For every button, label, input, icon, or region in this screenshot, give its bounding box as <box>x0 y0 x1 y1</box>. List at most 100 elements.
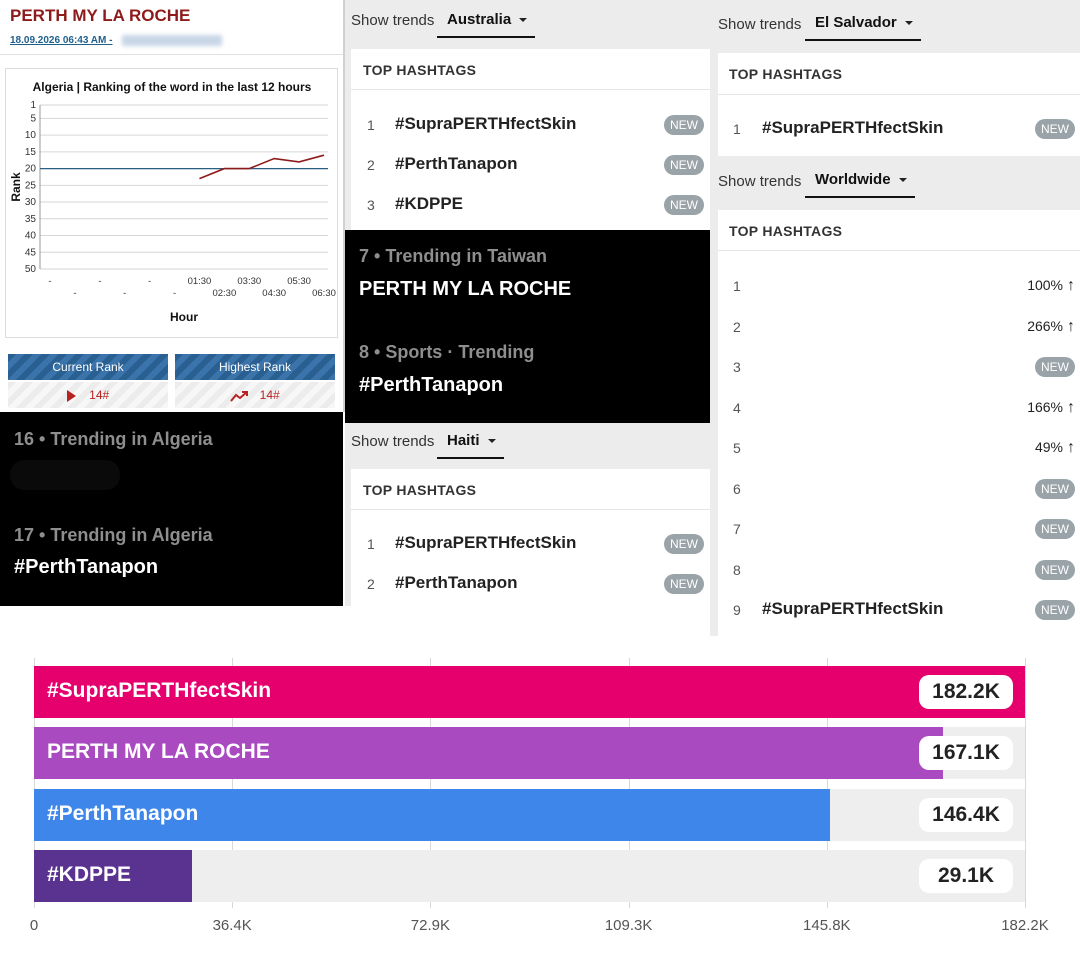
row-hashtag[interactable]: #SupraPERTHfectSkin <box>395 533 577 552</box>
trending-item-main[interactable]: PERTH MY LA ROCHE <box>359 278 572 300</box>
new-badge: NEW <box>1035 519 1075 539</box>
hashtag-row[interactable]: 4 166% ↑ <box>718 393 1080 423</box>
bar-category-label: #SupraPERTHfectSkin <box>47 679 272 702</box>
highest-rank-value: 14# <box>259 388 280 402</box>
percent-value: 166% <box>1027 398 1063 415</box>
bar[interactable] <box>34 850 193 902</box>
highest-rank-value-box: 14# <box>175 382 335 408</box>
x-tick-label: 0 <box>29 917 39 934</box>
hashtag-row[interactable]: 2 #PerthTanapon NEW <box>351 569 710 599</box>
x-gridline <box>1025 658 1026 908</box>
new-badge: NEW <box>664 534 704 554</box>
new-badge: NEW <box>1035 559 1075 580</box>
show-trends-label: Show trends <box>718 173 802 190</box>
row-rank: 1 <box>367 117 375 133</box>
current-rank-button[interactable]: Current Rank <box>8 354 168 380</box>
percent-value: 266% <box>1027 317 1063 334</box>
x-tick-label: 06:30 <box>312 288 336 299</box>
row-hashtag[interactable]: #PerthTanapon <box>395 573 518 592</box>
y-tick-label: 50 <box>25 264 37 275</box>
bar[interactable] <box>34 789 831 841</box>
arrow-up-icon: ↑ <box>1067 398 1075 416</box>
y-tick-label: 10 <box>25 130 37 141</box>
highest-rank-button[interactable]: Highest Rank <box>175 354 335 380</box>
new-badge: NEW <box>1035 119 1075 139</box>
growth-percent: 266% ↑ <box>1027 318 1075 336</box>
x-tick-label: - <box>48 276 51 287</box>
trending-item-main[interactable]: #PerthTanapon <box>14 556 159 578</box>
divider <box>718 250 1080 251</box>
y-tick-label: 45 <box>25 247 37 258</box>
divider <box>351 89 710 90</box>
haiti-hashtag-card: TOP HASHTAGS 1 #SupraPERTHfectSkin NEW 2 #Pe… <box>351 469 710 606</box>
hashtag-row[interactable]: 5 49% ↑ <box>718 433 1080 463</box>
hashtag-row[interactable]: 8 NEW <box>718 555 1080 585</box>
country-select-value: El Salvador <box>815 14 897 31</box>
row-rank: 1 <box>367 536 375 552</box>
new-badge: NEW <box>1035 357 1075 377</box>
trending-up-icon <box>230 390 249 402</box>
y-axis-label: Rank <box>9 172 23 202</box>
date-link[interactable]: 18.09.2026 06:43 AM - <box>10 35 113 46</box>
y-tick-label: 1 <box>30 100 36 111</box>
x-tick-label: - <box>73 288 76 299</box>
show-trends-label: Show trends <box>351 433 435 450</box>
x-tick-label: 182.2K <box>1001 917 1049 934</box>
x-gridline <box>232 658 234 908</box>
new-badge: NEW <box>664 195 704 215</box>
bar-category-label: #KDPPE <box>47 863 132 886</box>
top-hashtags-header: TOP HASHTAGS <box>729 223 843 239</box>
row-hashtag[interactable]: #SupraPERTHfectSkin <box>762 118 944 137</box>
row-hashtag[interactable]: #SupraPERTHfectSkin <box>395 114 577 133</box>
bar[interactable] <box>34 666 1025 718</box>
x-gridline <box>430 658 432 908</box>
x-tick-label: 36.4K <box>212 917 252 934</box>
hashtag-row[interactable]: 3 #KDPPE NEW <box>351 190 710 220</box>
row-hashtag[interactable]: #PerthTanapon <box>395 154 518 173</box>
hashtag-row[interactable]: 1 #SupraPERTHfectSkin NEW <box>351 529 710 559</box>
worldwide-hashtag-card: TOP HASHTAGS 1 100% ↑ 2 266% ↑ 3 NEW 4 166% ↑ 5 49% ↑… <box>718 210 1080 636</box>
country-select-value: Haiti <box>447 432 480 449</box>
row-rank: 1 <box>733 121 741 137</box>
haiti-panel: Show trends Haiti TOP HASHTAGS 1 #SupraPE… <box>345 423 710 606</box>
hashtag-bar-chart: 0 36.4K 72.9K 109.3K 145.8K 182.2K #SupraPERTH… <box>0 636 1080 963</box>
current-rank-label: Current Rank <box>52 360 124 374</box>
row-rank: 9 <box>733 602 741 618</box>
caret-down-icon <box>898 178 907 183</box>
australia-panel: Show trends Australia TOP HASHTAGS 1 #Sup… <box>345 0 710 230</box>
worldwide-panel: Show trends Worldwide TOP HASHTAGS 1 100%… <box>710 160 1080 636</box>
hashtag-row[interactable]: 1 #SupraPERTHfectSkin NEW <box>351 110 710 140</box>
y-tick-label: 20 <box>25 164 37 175</box>
row-hashtag[interactable]: #SupraPERTHfectSkin <box>762 599 944 618</box>
trending-item-main[interactable]: #PerthTanapon <box>359 374 504 396</box>
redacted-trend-block <box>10 460 120 490</box>
hashtag-row[interactable]: 2 266% ↑ <box>718 312 1080 342</box>
country-select-worldwide[interactable]: Worldwide <box>805 171 915 198</box>
row-rank: 2 <box>367 576 375 592</box>
hashtag-row[interactable]: 7 NEW <box>718 514 1080 544</box>
arrow-up-icon: ↑ <box>1067 317 1075 335</box>
el-salvador-hashtag-card: TOP HASHTAGS 1 #SupraPERTHfectSkin NEW <box>718 53 1080 156</box>
hashtag-row[interactable]: 1 #SupraPERTHfectSkin NEW <box>718 114 1080 144</box>
bar-value-label: 146.4K <box>919 798 1013 832</box>
country-select-el-salvador[interactable]: El Salvador <box>805 14 921 41</box>
current-rank-value: 14# <box>89 388 110 402</box>
row-hashtag[interactable]: #KDPPE <box>395 194 464 213</box>
x-tick-label: 05:30 <box>287 276 311 287</box>
caret-down-icon <box>519 18 528 23</box>
top-hashtags-header: TOP HASHTAGS <box>729 66 843 82</box>
dark-trending-panel-mid: 7 • Trending in Taiwan PERTH MY LA ROCHE… <box>345 230 710 423</box>
x-tick-label: - <box>148 276 151 287</box>
hashtag-row[interactable]: 6 NEW <box>718 474 1080 504</box>
left-card: PERTH MY LA ROCHE 18.09.2026 06:43 AM - … <box>0 0 343 412</box>
country-select-haiti[interactable]: Haiti <box>437 432 504 459</box>
highest-rank-label: Highest Rank <box>218 360 292 374</box>
bar[interactable] <box>34 727 943 779</box>
country-select-australia[interactable]: Australia <box>437 11 536 38</box>
hashtag-row[interactable]: 1 100% ↑ <box>718 271 1080 301</box>
hashtag-row[interactable]: 2 #PerthTanapon NEW <box>351 150 710 180</box>
hashtag-row[interactable]: 3 NEW <box>718 352 1080 382</box>
divider <box>718 94 1080 95</box>
x-tick-label: - <box>173 288 176 299</box>
hashtag-row[interactable]: 9 #SupraPERTHfectSkin NEW <box>718 595 1080 625</box>
